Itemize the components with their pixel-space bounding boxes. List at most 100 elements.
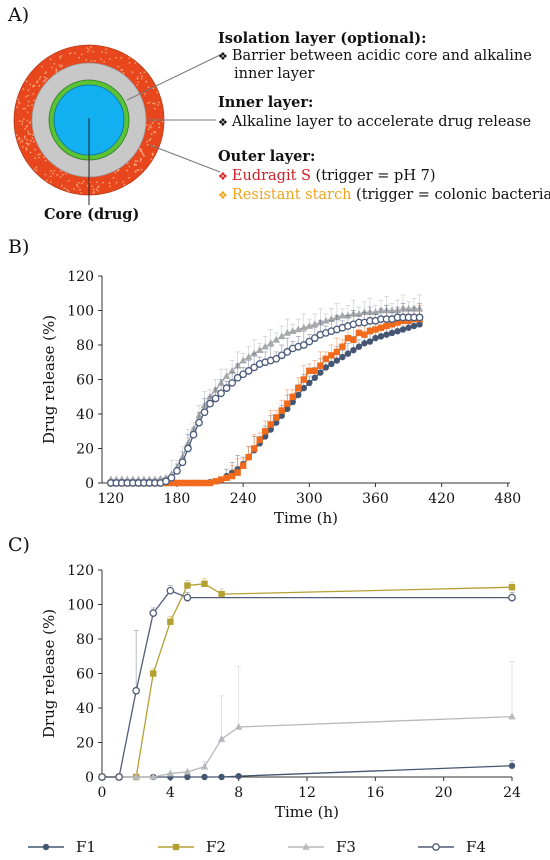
data-point bbox=[267, 426, 274, 433]
x-tick-label: 120 bbox=[97, 491, 124, 507]
data-point bbox=[278, 412, 285, 419]
data-point bbox=[366, 328, 374, 335]
outer-layer-speckle bbox=[92, 192, 95, 194]
outer-layer-speckle bbox=[152, 102, 154, 105]
y-tick-label: 20 bbox=[76, 442, 94, 458]
data-point bbox=[350, 336, 357, 344]
data-point bbox=[361, 331, 368, 338]
outer-starch-line: ❖ Resistant starch (trigger = colonic bac… bbox=[218, 187, 550, 203]
data-point bbox=[206, 399, 214, 408]
outer-layer-speckle bbox=[112, 177, 115, 179]
panel-c-label: C) bbox=[8, 534, 30, 556]
outer-layer-speckle bbox=[32, 93, 35, 95]
outer-layer-speckle bbox=[136, 76, 139, 79]
data-point bbox=[300, 384, 307, 392]
outer-layer-speckle bbox=[136, 84, 139, 86]
data-point bbox=[179, 479, 186, 487]
outer-layer-speckle bbox=[148, 126, 151, 128]
data-point bbox=[508, 712, 516, 720]
axes: 120 180 240 300 360 420 480 0 20 40 60 80 100 120 Time… bbox=[40, 269, 521, 527]
outer-layer-speckle bbox=[150, 133, 153, 135]
core-label: Core (drug) bbox=[44, 206, 140, 223]
data-point bbox=[289, 398, 296, 406]
outer-layer-speckle bbox=[135, 163, 138, 166]
data-point bbox=[333, 348, 341, 356]
data-point bbox=[306, 379, 313, 387]
legend-label: F2 bbox=[206, 838, 226, 856]
data-point bbox=[239, 356, 247, 364]
outer-layer-speckle bbox=[26, 138, 28, 141]
data-point bbox=[178, 458, 187, 467]
outer-layer-speckle bbox=[17, 138, 19, 140]
outer-layer-speckle bbox=[49, 181, 52, 183]
outer-layer-speckle bbox=[55, 71, 58, 73]
outer-layer-speckle bbox=[63, 187, 66, 190]
outer-layer-speckle bbox=[45, 71, 47, 74]
data-point bbox=[508, 762, 516, 769]
outer-layer-title: Outer layer: bbox=[218, 148, 316, 165]
outer-layer-speckle bbox=[25, 142, 28, 145]
outer-layer-speckle bbox=[29, 139, 32, 142]
data-point bbox=[218, 590, 225, 598]
data-point bbox=[311, 374, 319, 381]
outer-layer-speckle bbox=[49, 58, 52, 61]
data-point bbox=[508, 593, 516, 602]
data-point bbox=[244, 367, 253, 375]
data-point bbox=[201, 580, 208, 587]
outer-layer-speckle bbox=[146, 140, 149, 143]
data-point bbox=[328, 360, 335, 368]
outer-layer-speckle bbox=[147, 86, 150, 89]
outer-layer-speckle bbox=[38, 78, 41, 80]
x-tick-label: 4 bbox=[166, 785, 175, 801]
outer-layer-speckle bbox=[18, 102, 21, 105]
data-point bbox=[190, 479, 197, 487]
data-point bbox=[277, 351, 286, 360]
data-point bbox=[284, 405, 291, 413]
outer-layer-speckle bbox=[66, 188, 68, 191]
outer-layer-speckle bbox=[114, 171, 117, 174]
data-point bbox=[372, 334, 379, 342]
data-point bbox=[377, 324, 385, 331]
data-point bbox=[166, 586, 175, 595]
outer-layer-speckle bbox=[53, 170, 56, 172]
outer-layer-speckle bbox=[80, 191, 83, 194]
outer-layer-speckle bbox=[138, 169, 140, 171]
outer-layer-speckle bbox=[26, 119, 29, 122]
bullet-icon: ❖ bbox=[218, 50, 228, 63]
outer-layer-speckle bbox=[141, 75, 144, 78]
outer-layer-speckle bbox=[153, 102, 156, 105]
outer-layer-speckle bbox=[49, 175, 52, 178]
outer-layer-speckle bbox=[35, 169, 38, 172]
legend-item-f4: F4 bbox=[418, 838, 486, 856]
data-point bbox=[350, 346, 357, 354]
x-tick-label: 420 bbox=[428, 491, 455, 507]
outer-layer-speckle bbox=[122, 181, 124, 183]
legend-marker bbox=[172, 843, 180, 851]
outer-layer-speckle bbox=[62, 173, 64, 176]
outer-layer-speckle bbox=[31, 104, 33, 107]
outer-layer-speckle bbox=[96, 186, 99, 189]
series-f2 bbox=[107, 304, 423, 487]
y-tick-label: 20 bbox=[76, 736, 94, 752]
data-point bbox=[344, 311, 352, 319]
data-point bbox=[338, 311, 347, 319]
outer-layer-speckle bbox=[79, 188, 81, 191]
outer-eudragit-line: ❖ Eudragit S (trigger = pH 7) bbox=[218, 168, 436, 184]
y-tick-label: 40 bbox=[76, 701, 94, 717]
bullet-icon: ❖ bbox=[218, 189, 228, 202]
y-tick-label: 80 bbox=[76, 632, 94, 648]
data-point bbox=[311, 367, 319, 375]
x-tick-label: 8 bbox=[234, 785, 243, 801]
data-point bbox=[132, 686, 141, 695]
outer-layer-speckle bbox=[22, 88, 25, 90]
outer-layer-speckle bbox=[108, 182, 111, 185]
series-line bbox=[102, 583, 513, 778]
data-point bbox=[366, 338, 374, 345]
data-point bbox=[295, 384, 302, 392]
outer-layer-speckle bbox=[86, 47, 89, 50]
y-tick-label: 120 bbox=[67, 269, 94, 285]
outer-layer-speckle bbox=[59, 170, 62, 173]
outer-layer-speckle bbox=[25, 125, 28, 128]
x-axis-title: Time (h) bbox=[275, 803, 339, 821]
outer-layer-speckle bbox=[29, 133, 32, 135]
